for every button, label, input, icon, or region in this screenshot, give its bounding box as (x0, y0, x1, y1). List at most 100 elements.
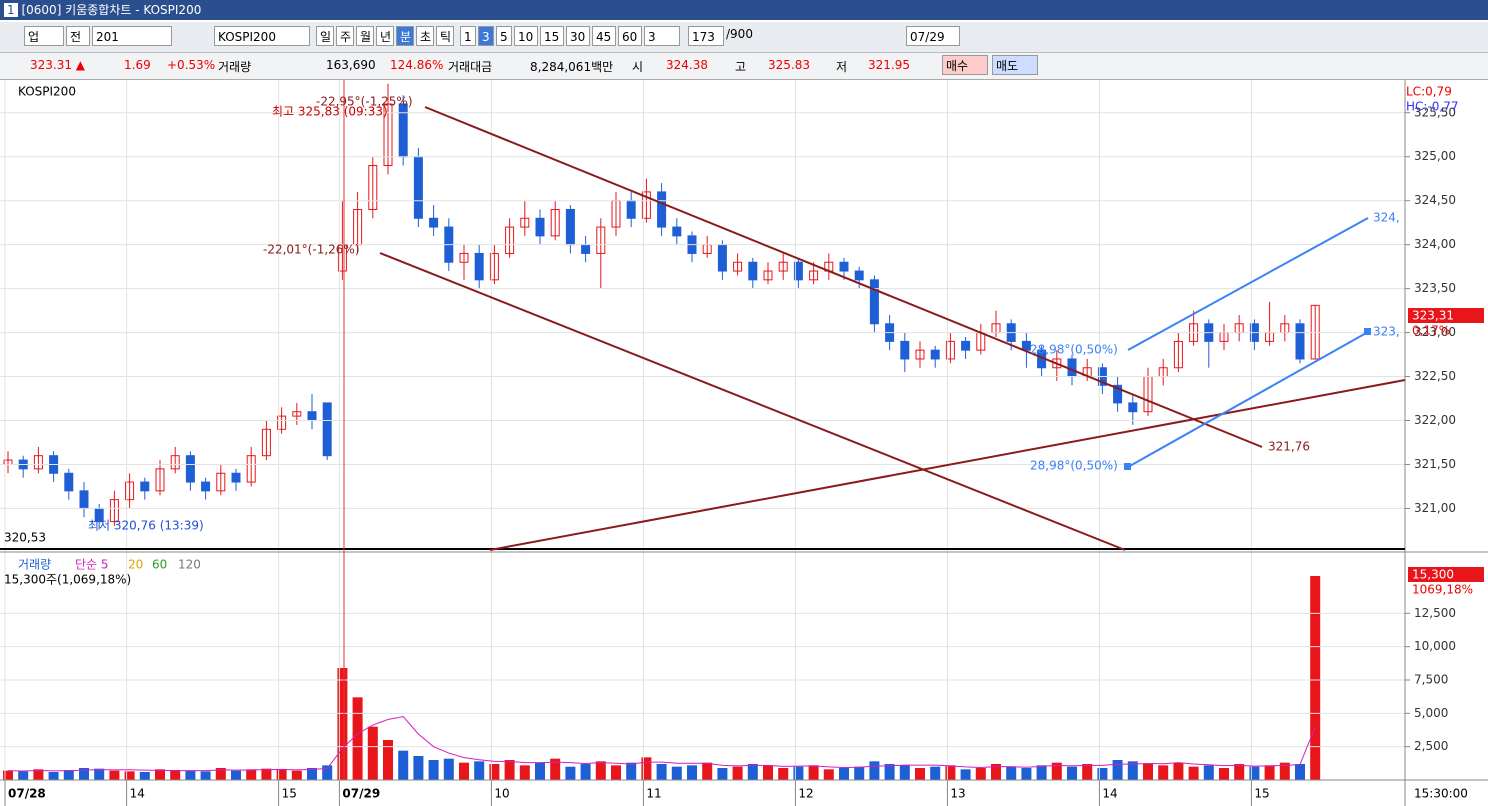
quote-volume_label: 거래량 (218, 60, 252, 74)
button[interactable]: 주 (336, 26, 354, 46)
volume-bar (337, 668, 348, 780)
volume-bar (641, 757, 652, 780)
quote-volume: 163,690 (326, 58, 376, 72)
annotation: 최고 325,83 (09:33) (272, 105, 388, 119)
volume-bar (18, 771, 29, 780)
button[interactable]: KOSPI200 (214, 26, 310, 46)
button[interactable]: 월 (356, 26, 374, 46)
button[interactable]: 전 (66, 26, 90, 46)
volume-bar (565, 766, 576, 780)
quote-amount: 8,284,061백만 (530, 60, 614, 74)
volume-bar (63, 770, 74, 780)
button[interactable]: 일 (316, 26, 334, 46)
y-tick-label: 322,50 (1414, 369, 1456, 383)
volume-bar (398, 750, 409, 780)
buy-button[interactable]: 매수 (942, 55, 988, 75)
button[interactable]: 3 (644, 26, 680, 46)
volume-bar (1264, 765, 1275, 780)
annotation: 최저 320,76 (13:39) (88, 519, 204, 533)
button[interactable]: 201 (92, 26, 172, 46)
button[interactable]: 초 (416, 26, 434, 46)
volume-bar (854, 766, 865, 780)
volume-bar (808, 765, 819, 780)
volume-bar (170, 770, 181, 780)
volume-bar (656, 764, 667, 780)
annotation: 321,76 (1268, 440, 1310, 454)
annotation: -22,01°(-1,26%) (263, 243, 360, 257)
title-bar: 1 [0600] 키움종합차트 - KOSPI200 (0, 0, 1488, 20)
x-tick-label: 14 (1102, 787, 1117, 801)
button[interactable]: 173 (688, 26, 724, 46)
volume-bar (869, 761, 880, 780)
quote-low: 321.95 (868, 58, 910, 72)
volume-bar (1112, 760, 1123, 780)
button[interactable]: 분 (396, 26, 414, 46)
volume-bar (747, 764, 758, 780)
volume-bar (474, 761, 485, 780)
volume-bar (367, 726, 378, 780)
quote-volume_pct: 124.86% (390, 58, 444, 72)
volume-bar (1203, 765, 1214, 780)
button[interactable]: 1 (460, 26, 476, 46)
button[interactable]: 45 (592, 26, 616, 46)
count-max: /900 (726, 27, 753, 41)
button[interactable]: 틱 (436, 26, 454, 46)
volume-bar (823, 769, 834, 780)
annotation: HC:-0,77 (1406, 100, 1459, 114)
volume-bar (1295, 764, 1305, 780)
volume-bar (489, 764, 500, 780)
volume-bar (702, 762, 713, 780)
quote-high: 325.83 (768, 58, 810, 72)
quote-change: 1.69 (124, 58, 151, 72)
y-tick-label: 322,00 (1414, 413, 1456, 427)
volume-bar (899, 765, 910, 780)
volume-bar (687, 765, 697, 780)
quote-low_label: 저 (836, 60, 848, 74)
button[interactable]: 15 (540, 26, 564, 46)
button[interactable]: 60 (618, 26, 642, 46)
channel-line (1127, 217, 1369, 351)
volume-bar (1279, 762, 1290, 780)
last-price-box (1408, 308, 1484, 323)
volume-bar (975, 768, 986, 780)
volume-bar (413, 756, 424, 780)
x-tick-label: 15 (1254, 787, 1269, 801)
volume-bar (3, 770, 13, 780)
volume-bar (580, 764, 591, 780)
volume-bar (1234, 764, 1245, 780)
button[interactable]: 30 (566, 26, 590, 46)
volume-bar (793, 766, 804, 780)
annotation: 28,98°(0,50%) (1030, 343, 1118, 357)
button[interactable]: 년 (376, 26, 394, 46)
button[interactable]: 5 (496, 26, 512, 46)
volume-bar (1143, 764, 1153, 780)
ma-label: 60 (152, 558, 167, 572)
x-tick-label: 07/29 (342, 787, 380, 801)
volume-bar (443, 758, 454, 780)
volume-bar (1219, 768, 1229, 780)
y-tick-label: 7,500 (1414, 673, 1448, 687)
volume-bar (960, 769, 971, 780)
x-tick-label: 14 (130, 787, 145, 801)
volume-title: 거래량 (18, 558, 51, 572)
volume-bar (215, 768, 226, 780)
button[interactable]: 07/29 (906, 26, 960, 46)
window-title: [0600] 키움종합차트 - KOSPI200 (21, 3, 202, 17)
volume-bar (1082, 764, 1093, 780)
volume-bar (1173, 762, 1184, 780)
button[interactable]: 업 (24, 26, 64, 46)
x-tick-label: 15 (282, 787, 297, 801)
volume-bar (504, 760, 515, 780)
annotation: 320,53 (4, 531, 46, 545)
volume-info: 15,300주(1,069,18%) (4, 573, 131, 587)
button[interactable]: 3 (478, 26, 494, 46)
annotation: 0,17% (1412, 324, 1450, 338)
volume-bar (231, 770, 241, 780)
x-tick-label: 12 (798, 787, 813, 801)
button[interactable]: 10 (514, 26, 538, 46)
volume-bar (763, 765, 773, 780)
volume-bar (626, 762, 637, 780)
sell-button[interactable]: 매도 (992, 55, 1038, 75)
volume-bar (246, 769, 257, 780)
